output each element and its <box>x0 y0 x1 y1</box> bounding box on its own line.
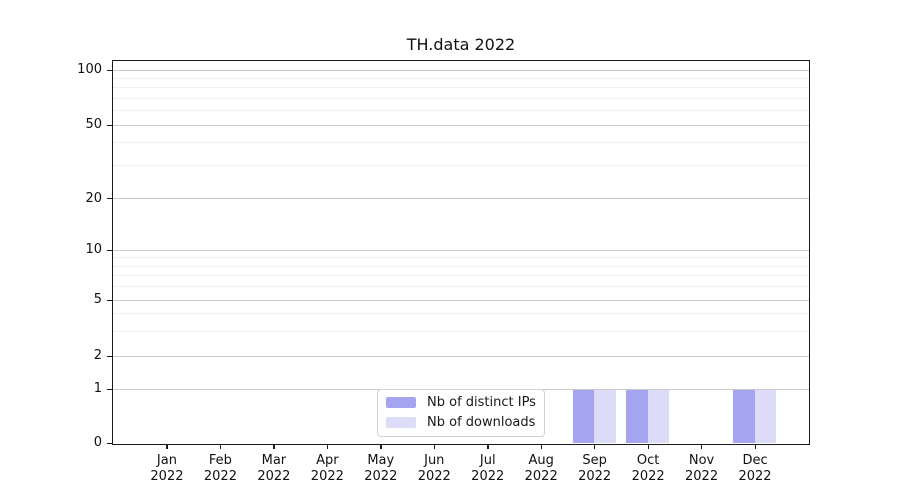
y-tick-100 <box>107 69 112 71</box>
gridline-minor-y-7 <box>113 275 809 277</box>
bar-distinct-ips-dec <box>733 388 755 443</box>
year-label: 2022 <box>738 468 772 484</box>
x-tick-oct <box>647 444 649 449</box>
gridline-major-y-20 <box>113 198 809 199</box>
month-label: May <box>367 453 395 468</box>
x-tick-label-jan: Jan 2022 <box>137 453 197 484</box>
chart-title: TH.data 2022 <box>406 35 516 54</box>
y-tick-2 <box>107 355 112 357</box>
gridline-major-y-5 <box>113 299 809 301</box>
gridline-minor-y-9 <box>113 257 809 259</box>
y-tick-label-100: 100 <box>77 62 102 77</box>
y-tick-50 <box>107 124 112 126</box>
gridline-minor-y-60 <box>113 110 809 112</box>
gridline-minor-y-3 <box>113 330 809 332</box>
y-tick-label-50: 50 <box>85 117 102 132</box>
month-label: Jan <box>156 453 177 468</box>
year-label: 2022 <box>203 468 237 484</box>
month-label: Dec <box>742 453 768 468</box>
legend-entry-distinct-ips: Nb of distinct IPs <box>386 395 544 410</box>
year-label: 2022 <box>631 468 665 484</box>
y-tick-label-1: 1 <box>93 381 102 396</box>
month-label: Jul <box>479 453 496 468</box>
legend-swatch-distinct-ips <box>386 397 416 409</box>
y-tick-label-5: 5 <box>93 292 102 307</box>
x-tick-aug <box>540 444 542 449</box>
x-tick-jan <box>166 444 168 449</box>
y-tick-label-20: 20 <box>85 190 102 206</box>
gridline-minor-y-4 <box>113 313 809 315</box>
y-tick-label-2: 2 <box>93 348 102 363</box>
y-tick-label-0: 0 <box>93 435 102 450</box>
gridline-major-y-10 <box>113 249 809 251</box>
month-label: Sep <box>582 453 607 468</box>
x-tick-may <box>380 444 382 449</box>
gridline-minor-y-8 <box>113 265 809 267</box>
bar-distinct-ips-oct <box>626 388 648 443</box>
legend-entry-downloads: Nb of downloads <box>386 415 544 430</box>
x-tick-label-apr: Apr 2022 <box>297 453 357 484</box>
year-label: 2022 <box>310 468 344 484</box>
x-tick-apr <box>326 444 329 449</box>
year-label: 2022 <box>150 468 184 484</box>
plot-area: Nb of distinct IPs Nb of downloads <box>112 60 810 445</box>
x-tick-mar <box>273 444 275 449</box>
x-tick-jun <box>433 444 436 449</box>
x-tick-label-sep: Sep 2022 <box>565 453 625 484</box>
x-tick-label-may: May 2022 <box>351 453 411 484</box>
year-label: 2022 <box>257 468 291 484</box>
month-label: Feb <box>208 453 232 468</box>
gridline-major-y-50 <box>113 124 809 126</box>
gridline-major-y-2 <box>113 355 809 357</box>
gridline-major-y-100 <box>113 69 809 71</box>
year-label: 2022 <box>685 468 719 484</box>
bar-downloads-oct <box>647 388 670 443</box>
x-tick-label-mar: Mar 2022 <box>244 453 304 484</box>
x-tick-jul <box>487 444 489 449</box>
legend-label: Nb of distinct IPs <box>427 395 536 411</box>
gridline-minor-y-70 <box>113 97 809 99</box>
legend-swatch-downloads <box>386 417 416 429</box>
bar-downloads-dec <box>754 388 777 443</box>
gridline-minor-y-80 <box>113 87 809 89</box>
bar-distinct-ips-sep <box>572 388 595 443</box>
gridline-minor-y-6 <box>113 286 809 288</box>
x-tick-label-oct: Oct 2022 <box>618 453 678 484</box>
year-label: 2022 <box>471 468 505 484</box>
x-tick-feb <box>219 444 222 449</box>
legend-label: Nb of downloads <box>427 415 536 431</box>
y-tick-0 <box>107 442 112 444</box>
month-label: Apr <box>316 453 339 468</box>
x-tick-label-nov: Nov 2022 <box>672 453 732 484</box>
x-tick-label-feb: Feb 2022 <box>190 453 250 484</box>
x-tick-label-aug: Aug 2022 <box>511 453 571 484</box>
legend: Nb of distinct IPs Nb of downloads <box>377 388 545 437</box>
y-tick-20 <box>107 198 112 200</box>
y-tick-1 <box>107 388 112 390</box>
x-tick-label-jul: Jul 2022 <box>458 453 518 484</box>
x-tick-sep <box>594 444 596 449</box>
gridline-minor-y-30 <box>113 165 809 167</box>
x-tick-dec <box>754 444 756 449</box>
y-tick-5 <box>107 299 112 301</box>
x-tick-label-dec: Dec 2022 <box>725 453 785 484</box>
x-tick-label-jun: Jun 2022 <box>404 453 464 484</box>
month-label: Mar <box>261 453 287 468</box>
gridline-minor-y-40 <box>113 142 809 144</box>
year-label: 2022 <box>417 468 451 484</box>
year-label: 2022 <box>578 468 612 484</box>
month-label: Nov <box>688 453 715 468</box>
year-label: 2022 <box>364 468 398 484</box>
y-tick-label-10: 10 <box>85 242 102 257</box>
gridline-minor-y-90 <box>113 77 809 79</box>
x-tick-nov <box>701 444 703 449</box>
bar-downloads-sep <box>594 388 616 443</box>
y-tick-10 <box>107 249 112 251</box>
year-label: 2022 <box>524 468 558 484</box>
month-label: Jun <box>424 453 445 468</box>
month-label: Oct <box>636 453 660 468</box>
month-label: Aug <box>528 453 554 468</box>
